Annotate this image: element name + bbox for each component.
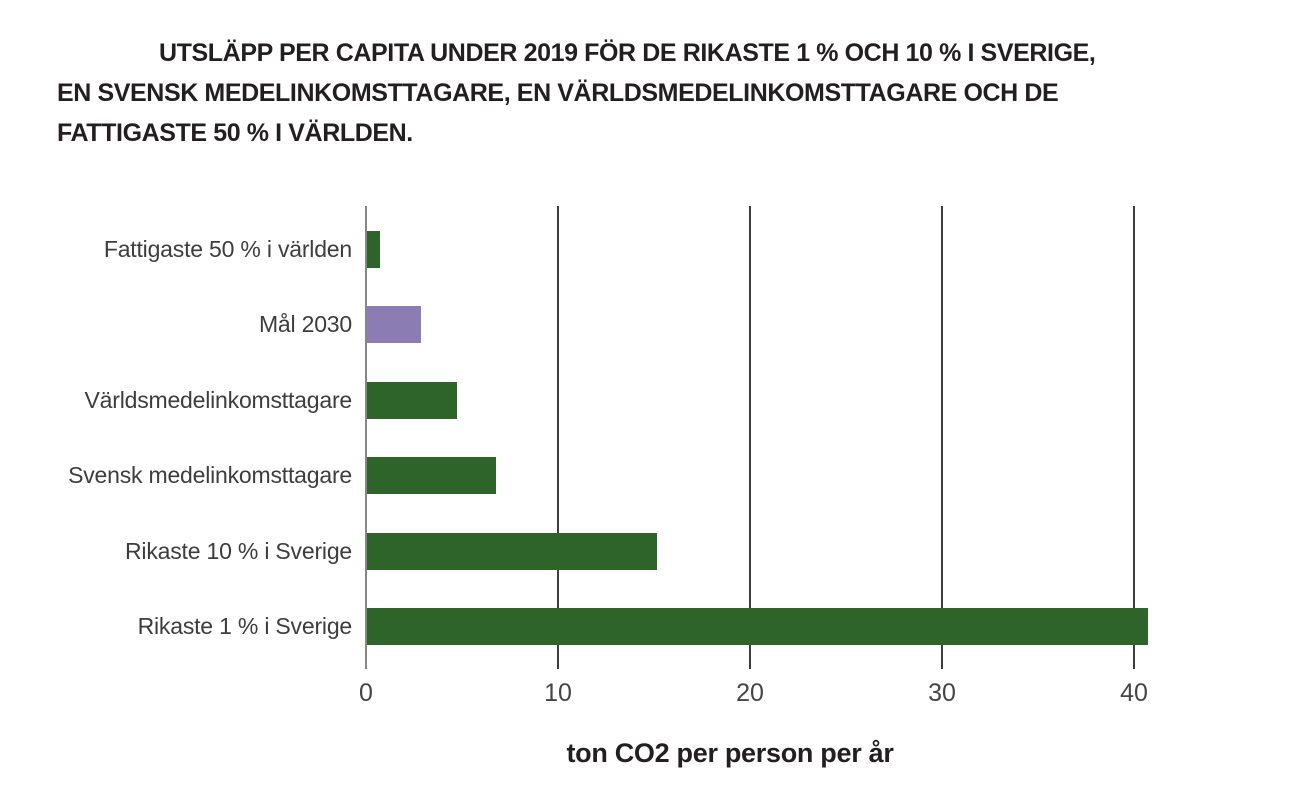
chart-title: UTSLÄPP PER CAPITA UNDER 2019 FÖR DE RIK… (57, 33, 1137, 153)
chart-title-line-3: FATTIGASTE 50 % I VÄRLDEN. (57, 119, 413, 147)
bar-3 (367, 457, 496, 495)
gridline-x-30 (941, 206, 943, 669)
x-tick-label-0: 0 (359, 679, 373, 707)
category-label-5: Rikaste 1 % i Sverige (137, 613, 353, 639)
bar-1 (367, 306, 421, 344)
gridline-x-10 (557, 206, 559, 669)
category-label-2: Världsmedelinkomsttagare (84, 386, 353, 413)
bar-2 (367, 381, 458, 419)
chart-title-line-2: EN SVENSK MEDELINKOMSTTAGARE, EN VÄRLDSM… (57, 79, 1059, 107)
x-tick-label-40: 40 (1120, 679, 1148, 707)
bar-5 (367, 608, 1149, 645)
bar-4 (367, 532, 657, 570)
category-label-3: Svensk medelinkomsttagare (68, 462, 352, 489)
category-label-0: Fattigaste 50 % i världen (103, 236, 352, 262)
category-label-4: Rikaste 10 % i Sverige (125, 537, 352, 564)
gridline-x-40 (1133, 206, 1135, 669)
x-tick-label-30: 30 (928, 679, 956, 707)
gridline-x-20 (749, 206, 751, 669)
x-tick-label-20: 20 (736, 679, 764, 707)
category-label-1: Mål 2030 (258, 311, 352, 338)
y-axis-line (365, 206, 367, 669)
bar-0 (367, 231, 381, 268)
x-tick-label-10: 10 (544, 679, 572, 707)
x-axis-title: ton CO2 per person per år (566, 738, 894, 768)
chart-title-line-1: UTSLÄPP PER CAPITA UNDER 2019 FÖR DE RIK… (159, 39, 1096, 67)
